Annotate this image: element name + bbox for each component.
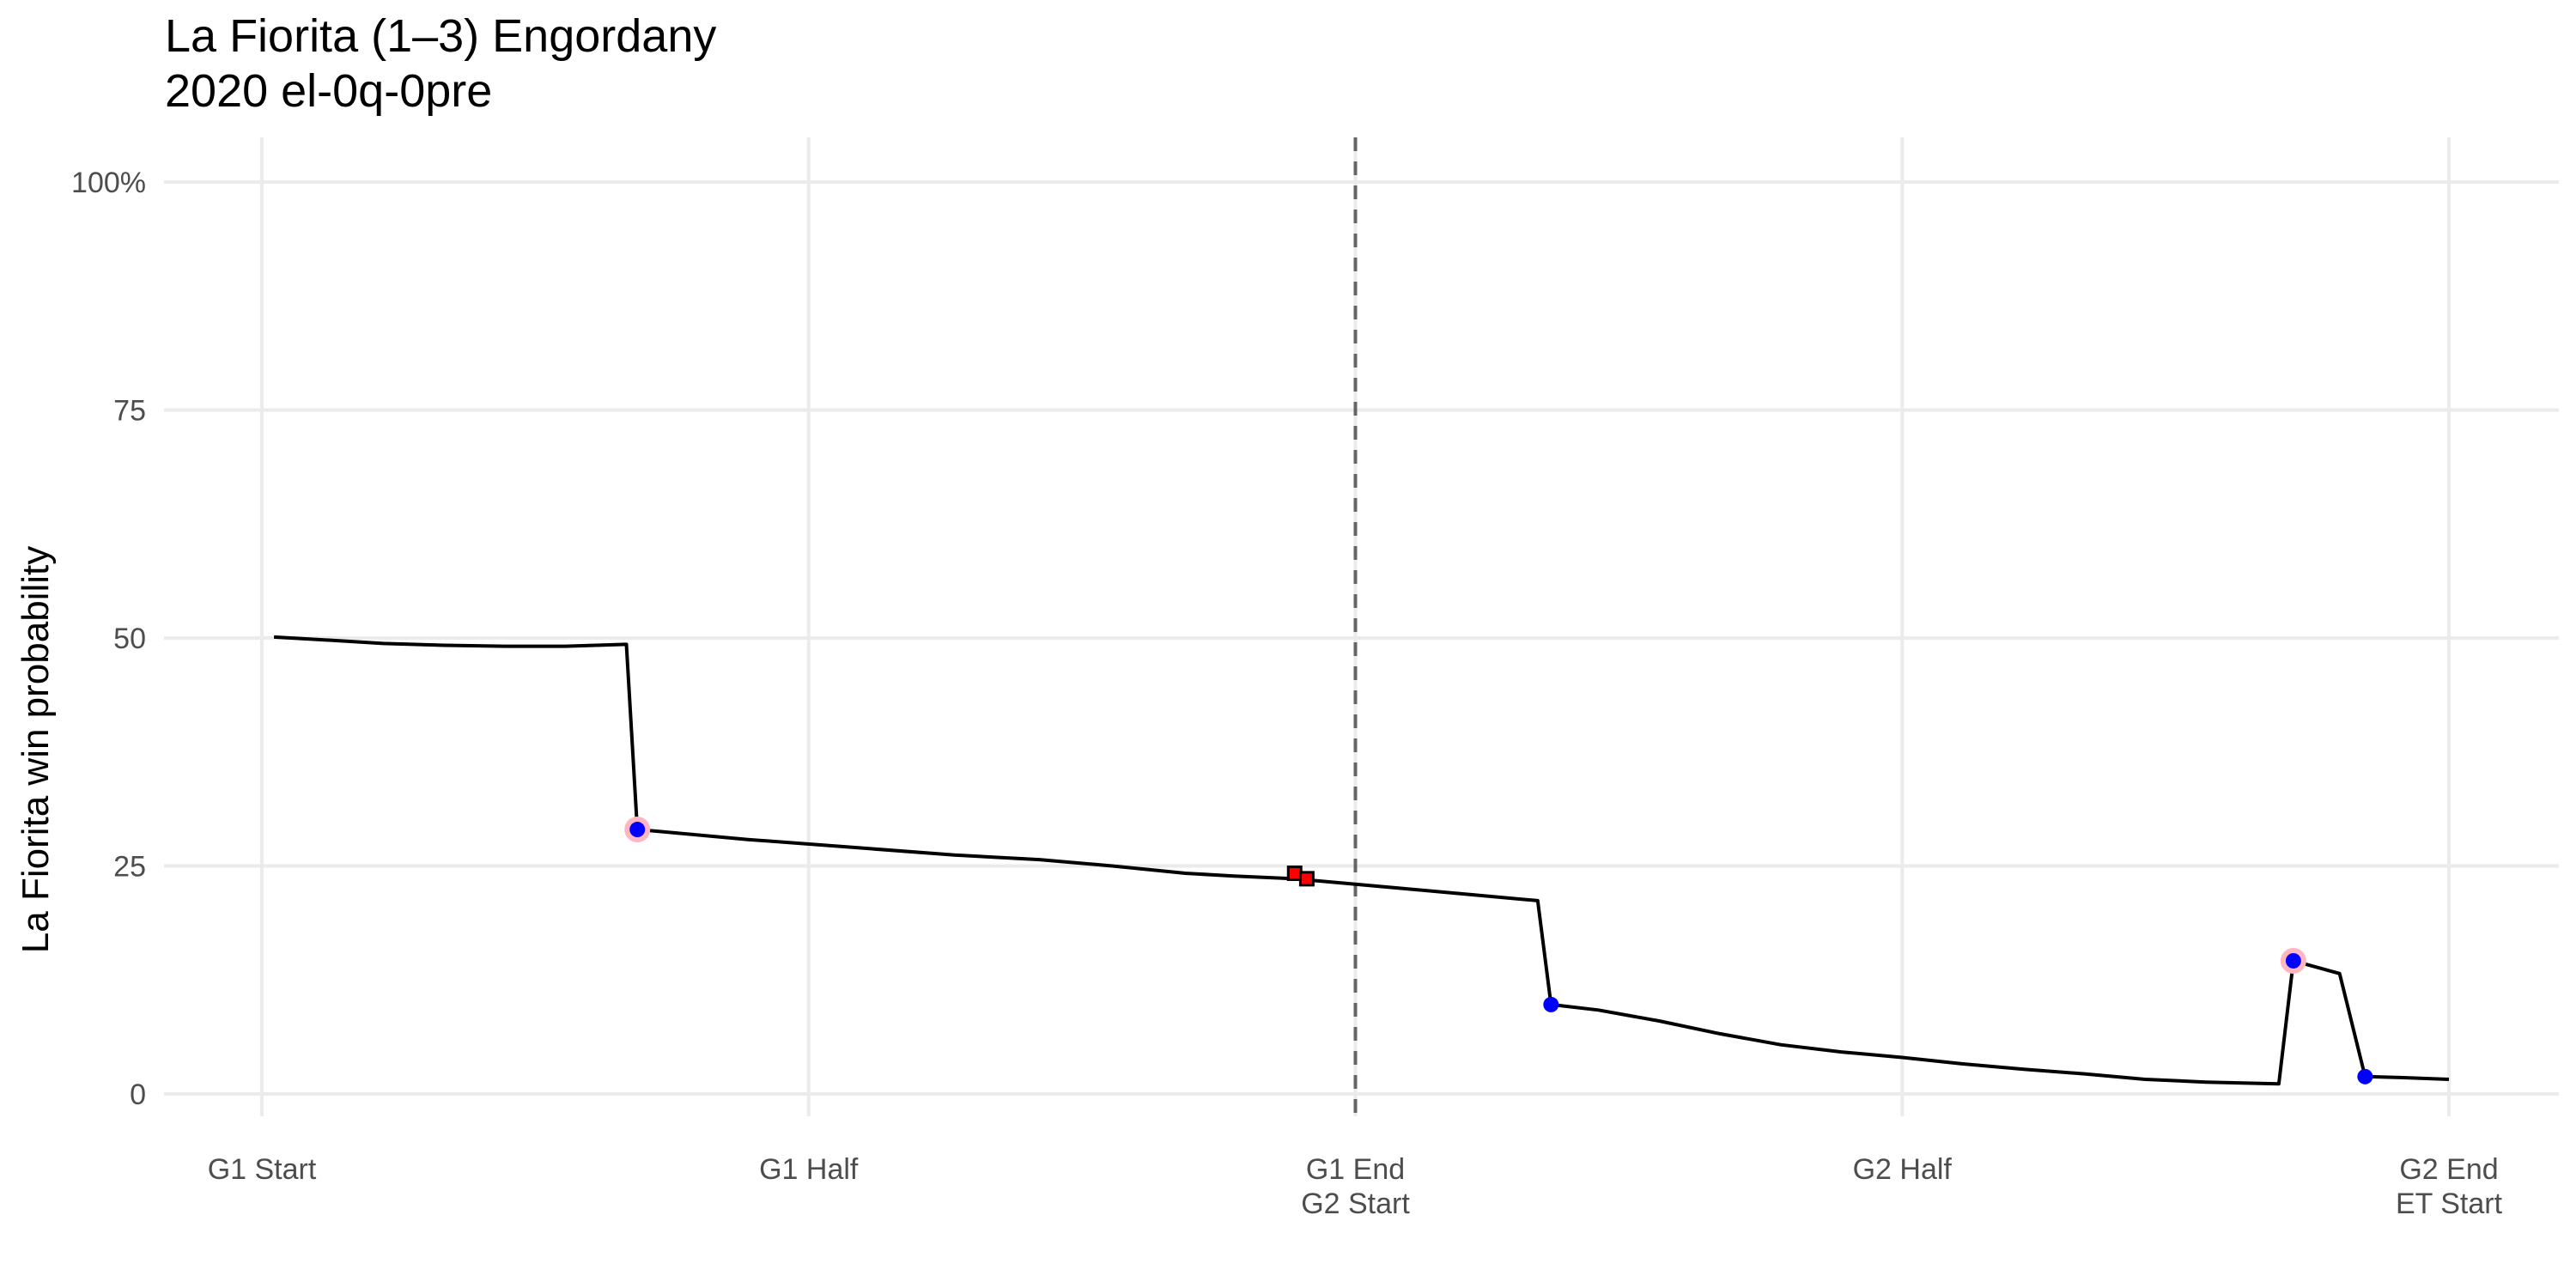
x-tick-label-line: G1 Half [759,1153,859,1186]
goal-marker [2285,952,2301,969]
x-tick-label-line: G2 Start [1301,1188,1410,1220]
x-tick-label: G1 Half [759,1153,859,1186]
y-tick-label: 50 [113,623,146,655]
y-tick-label: 100% [71,167,146,199]
marker-layer [624,817,2373,1084]
y-tick-label: 25 [113,851,146,884]
chart-subtitle: 2020 el-0q-0pre [165,65,493,117]
grid-lines [164,137,2559,1116]
x-tick-label: G1 Start [208,1153,317,1186]
win-probability-line [273,635,2450,1086]
goal-marker [1543,996,1559,1012]
x-tick-label: G2 Half [1853,1153,1953,1186]
chart-title-block: La Fiorita (1–3) Engordany 2020 el-0q-0p… [165,9,716,118]
x-tick-label: G2 End ET Start [2396,1153,2503,1220]
x-tick-label-line: G1 End [1306,1153,1405,1186]
x-tick-label-line: G2 End [2399,1153,2498,1186]
goal-marker [629,822,646,838]
x-tick-label-line: ET Start [2396,1188,2503,1220]
y-axis-ticks: 100% 75 50 25 0 [71,167,146,1111]
x-tick-label: G1 End G2 Start [1301,1153,1410,1220]
x-tick-label-line: G1 Start [208,1153,317,1186]
red-card-marker [1298,871,1315,887]
y-tick-label: 0 [130,1078,146,1111]
y-axis-label: La Fiorita win probability [15,546,57,953]
x-axis-ticks: G1 Start G1 Half G1 End G2 Start G2 Half G2 E… [208,1153,2503,1220]
goal-marker [2357,1068,2373,1084]
series-layer [273,635,2450,1086]
y-tick-label: 75 [113,395,146,428]
chart-title: La Fiorita (1–3) Engordany [165,10,717,62]
x-tick-label-line: G2 Half [1853,1153,1953,1186]
